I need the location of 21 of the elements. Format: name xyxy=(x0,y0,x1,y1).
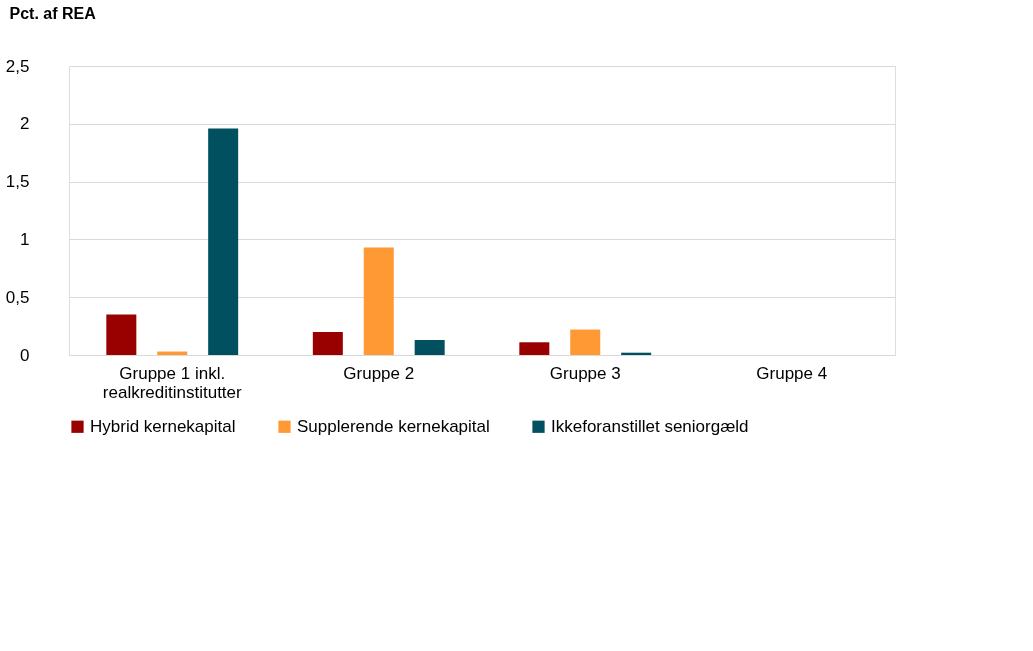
y-axis-title: Pct. af REA xyxy=(9,4,97,22)
legend-label: Hybrid kernekapital xyxy=(90,416,236,436)
y-tick-label: 0,5 xyxy=(5,287,30,307)
x-tick-label: Gruppe 2 xyxy=(343,363,415,383)
bar xyxy=(208,128,239,355)
bar xyxy=(414,339,445,355)
x-tick-label: Gruppe 3 xyxy=(549,363,621,383)
bar xyxy=(106,314,137,355)
y-tick-label: 2,5 xyxy=(5,56,30,76)
y-tick-label: 1 xyxy=(20,229,30,249)
y-tick-label: 2 xyxy=(20,114,30,134)
y-tick-label: 1,5 xyxy=(5,172,30,192)
y-tick-label: 0 xyxy=(20,345,30,365)
legend-label: Ikkeforanstillet seniorgæld xyxy=(551,416,749,436)
bar xyxy=(519,342,550,355)
legend-label: Supplerende kernekapital xyxy=(297,416,490,436)
bar xyxy=(570,329,601,355)
bar xyxy=(363,247,394,355)
x-tick-label: Gruppe 4 xyxy=(756,363,828,383)
bar xyxy=(312,331,343,355)
x-tick-label: Gruppe 1 inkl. realkreditinstitutter xyxy=(102,363,243,402)
